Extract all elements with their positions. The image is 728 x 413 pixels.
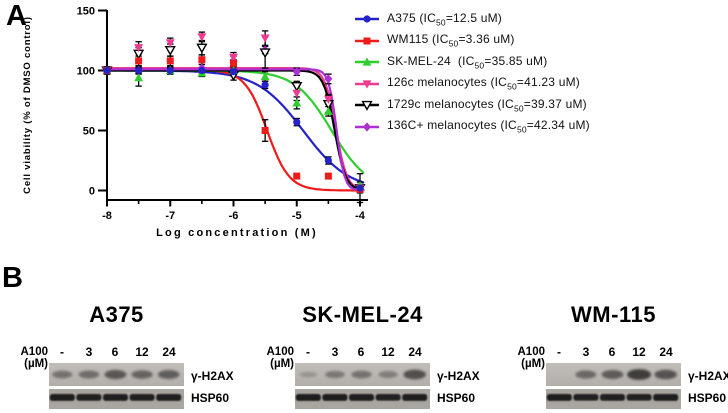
legend-marker-icon [355,15,379,23]
blot-title: A375 [89,302,144,327]
panel-b-label: B [2,262,23,294]
legend-marker-icon [355,37,379,44]
band-label-h2ax: γ-H2AX [688,369,728,383]
legend-item-a375: A375 (IC50=12.5 uM) [354,10,590,28]
band-label-hsp60: HSP60 [688,391,727,405]
dose-value: 6 [111,345,119,359]
band-label-hsp60: HSP60 [437,391,476,405]
legend-item-skmel24: SK-MEL-24 (IC50=35.85 uM) [354,53,590,71]
dose-axis-label: A100 (µM) [266,346,295,370]
legend-label: 126c melanocytes (IC50=41.23 uM) [387,75,580,92]
fit-curve-1729c melanocytes [105,69,365,191]
chart-legend: A375 (IC50=12.5 uM) WM115 (IC50=3.36 uM)… [354,10,590,135]
dose-value: 12 [632,345,646,359]
legend-item-126c: 126c melanocytes (IC50=41.23 uM) [354,75,590,92]
dose-axis-label: A100 (µM) [20,346,49,370]
legend-label: 1729c melanocytes (IC50=39.37 uM) [387,96,587,114]
fit-curve-126c melanocytes [105,67,365,191]
blot-group-a375: A375 A100 (µM) - 3 6 12 24 γ-H2AX HSP60 [0,300,244,412]
svg-text:-7: -7 [165,210,175,222]
dose-value: 3 [85,345,93,359]
svg-text:Cell viability (% of DMSO cont: Cell viability (% of DMSO control) [22,16,33,194]
legend-item-wm115: WM115 (IC50=3.36 uM) [354,32,590,49]
legend-label: A375 (IC50=12.5 uM) [387,10,502,28]
dose-value: 6 [608,345,616,359]
legend-label: SK-MEL-24 (IC50=35.85 uM) [387,53,548,71]
svg-text:150: 150 [77,6,95,18]
dose-value: - [557,345,561,359]
legend-label: WM115 (IC50=3.36 uM) [387,32,515,49]
dose-row: A100 (µM) - 3 6 12 24 [0,345,244,370]
legend-marker-icon [355,100,379,111]
series-A375 [103,66,364,192]
blot-title: SK-MEL-24 [302,302,423,327]
svg-text:100: 100 [77,66,95,78]
blot-group-skmel24: SK-MEL-24 A100 (µM) - 3 6 12 24 γ-H2AX H… [240,300,490,412]
band-label-h2ax: γ-H2AX [437,369,480,383]
western-blot-strips [295,363,430,409]
legend-label: 136C+ melanocytes (IC50=42.34 uM) [387,118,590,135]
dose-value: 24 [408,345,422,359]
legend-item-1729c: 1729c melanocytes (IC50=39.37 uM) [354,96,590,114]
dose-value: 24 [659,345,673,359]
blot-group-wm115: WM-115 A100 (µM) - 3 6 12 24 γ-H2AX HSP6… [491,300,728,412]
dose-value: 3 [331,345,339,359]
band-label-h2ax: γ-H2AX [191,369,234,383]
western-blot-strips [49,363,184,409]
svg-text:-4: -4 [355,210,366,222]
dose-value: - [306,345,310,359]
dose-value: 24 [162,345,176,359]
legend-marker-icon [355,57,379,66]
svg-text:0: 0 [89,186,95,198]
legend-marker-icon [355,79,379,89]
legend-item-136c: 136C+ melanocytes (IC50=42.34 uM) [354,118,590,135]
dose-value: 6 [357,345,365,359]
dose-row: A100 (µM) - 3 6 12 24 [240,345,490,370]
svg-text:Log concentration (M): Log concentration (M) [156,227,318,239]
dose-value: 3 [582,345,590,359]
western-blot-strips [546,363,681,409]
dose-response-chart: 0 50 100 150 -8 -7 -6 -5 -4 Log concentration (M)… [22,6,368,239]
svg-text:-5: -5 [292,210,302,222]
panel-a-label: A [6,0,27,32]
dose-value: 12 [135,345,149,359]
band-label-hsp60: HSP60 [191,391,230,405]
dose-axis-label: A100 (µM) [517,346,546,370]
svg-text:50: 50 [83,126,95,138]
legend-marker-icon [355,121,379,132]
blot-title: WM-115 [571,302,656,327]
dose-row: A100 (µM) - 3 6 12 24 [491,345,728,370]
dose-value: 12 [381,345,395,359]
svg-text:-6: -6 [229,210,239,222]
svg-text:-8: -8 [102,210,112,222]
dose-value: - [60,345,64,359]
